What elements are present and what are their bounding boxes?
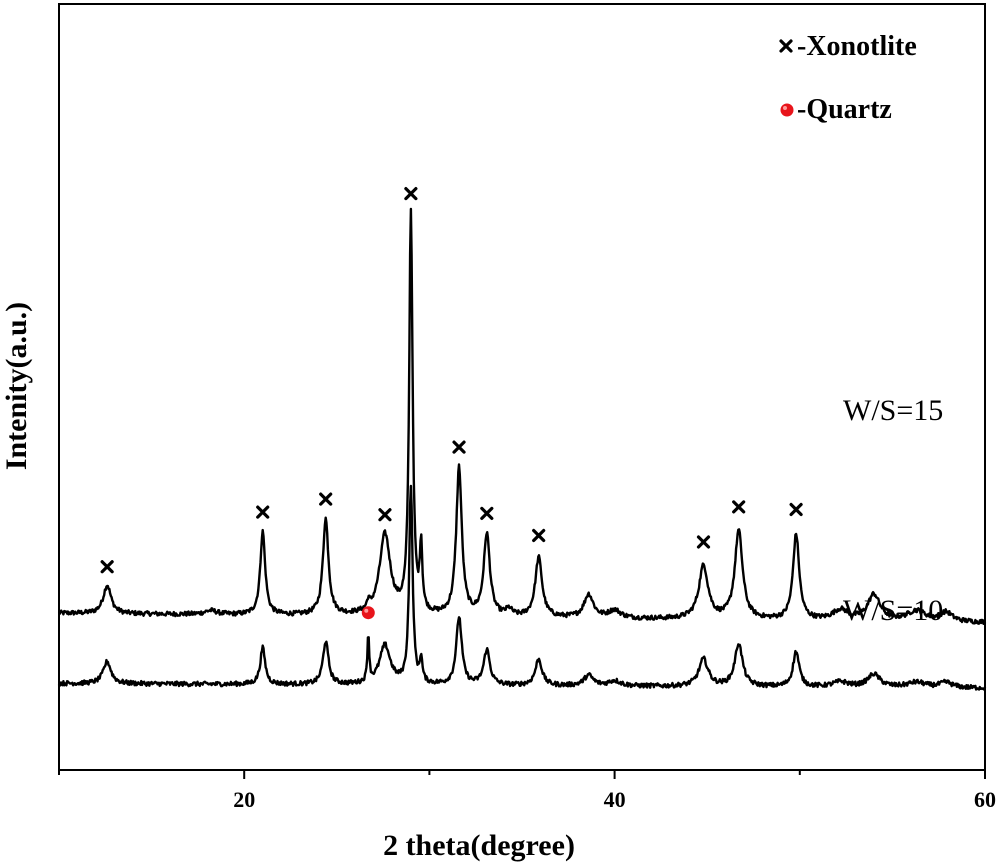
legend-label-quartz: -Quartz [797, 94, 892, 125]
x-tick-label: 20 [233, 787, 255, 812]
xonotlite-peak-marker [696, 535, 711, 549]
x-tick-label: 40 [604, 787, 626, 812]
y-axis-title: Intenity(a.u.) [0, 302, 33, 470]
xonotlite-peak-marker [732, 500, 746, 514]
peak-markers [100, 187, 803, 620]
xonotlite-peak-marker [532, 528, 546, 543]
plot-frame [58, 3, 986, 771]
legend-item-quartz: -Quartz [780, 94, 892, 125]
xonotlite-peak-marker [789, 502, 803, 517]
x-axis-ticks [58, 770, 986, 779]
x-axis-tick-labels: 20 40 60 [233, 787, 996, 812]
x-tick-label: 60 [974, 787, 996, 812]
legend-label-xonotlite: -Xonotlite [797, 31, 917, 62]
xonotlite-peak-marker [404, 187, 418, 201]
xonotlite-peak-marker [319, 492, 333, 506]
xonotlite-peak-marker [480, 506, 494, 521]
x-mark-icon [779, 39, 793, 53]
xonotlite-peak-marker [452, 440, 466, 454]
series-label-ws10: W/S=10 [843, 594, 943, 627]
xonotlite-peak-marker [256, 505, 270, 519]
quartz-peak-marker [361, 606, 375, 620]
trace-w-s-15 [57, 207, 987, 625]
legend: -Xonotlite -Quartz [779, 31, 917, 125]
red-dot-icon [780, 103, 794, 117]
series-label-ws15: W/S=15 [843, 394, 943, 427]
diffraction-traces [57, 207, 987, 691]
trace-w-s-10 [57, 484, 987, 691]
xonotlite-peak-marker [378, 508, 392, 522]
xonotlite-peak-marker [100, 560, 114, 574]
legend-item-xonotlite: -Xonotlite [779, 31, 917, 62]
x-axis-title: 2 theta(degree) [383, 829, 575, 862]
red-dot-highlight [783, 106, 787, 110]
